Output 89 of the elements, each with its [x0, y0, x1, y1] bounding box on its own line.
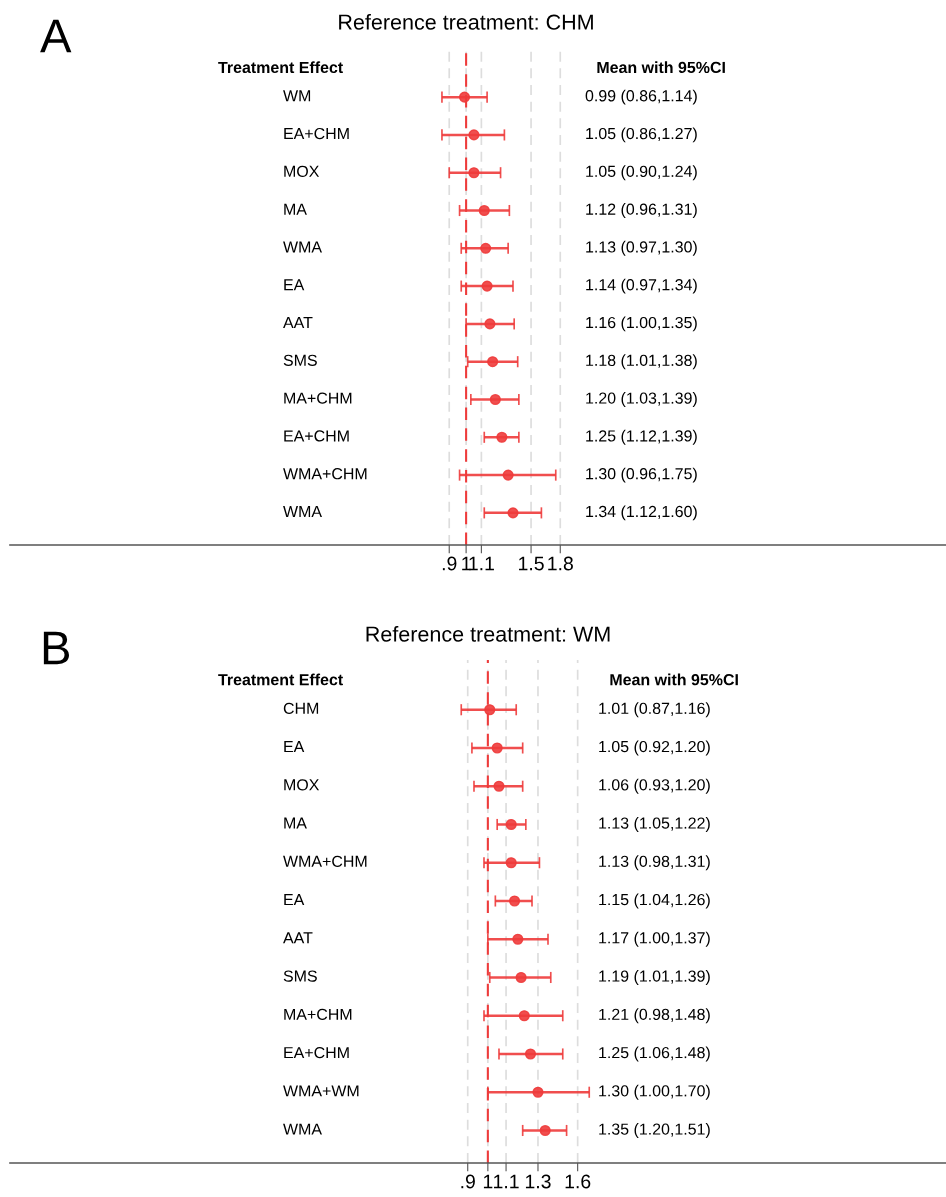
annotation: 1.35 (1.20,1.51) [599, 1123, 710, 1138]
annotation: 1.15 (1.04,1.26) [599, 893, 710, 909]
y-tick-label: SMS [283, 970, 317, 982]
y-tick-label: EA+CHM [284, 1046, 349, 1059]
y-tick-label: MOX [284, 779, 320, 791]
chart-title: Reference treatment: WM [366, 625, 610, 642]
point [532, 1086, 544, 1098]
annotation: 1.17 (1.00,1.37) [599, 931, 710, 947]
annotation: 1.14 (0.97,1.34) [586, 278, 697, 294]
y-tick-label: SMS [283, 354, 317, 366]
point [524, 1048, 537, 1060]
x-tick-label: .9 [442, 556, 457, 571]
point [484, 318, 496, 330]
y-tick-label: AAT [283, 932, 313, 944]
y-tick-label: WMA+WM [283, 1085, 359, 1097]
point [458, 91, 471, 103]
point [468, 129, 480, 141]
x-tick-label: 1.5 [519, 556, 544, 571]
point [512, 933, 524, 945]
y-tick-label: MOX [284, 165, 320, 178]
chart-title: Reference treatment: CHM [339, 13, 593, 30]
annotation: 1.12 (0.96,1.31) [586, 203, 697, 218]
y-tick-label: WMA [283, 506, 322, 517]
annotation: 1.30 (1.00,1.70) [599, 1084, 710, 1100]
x-tick-label: 1.1 [494, 1174, 519, 1189]
annotation: 1.19 (1.01,1.39) [599, 970, 710, 985]
point [518, 1010, 530, 1022]
y-tick-label: EA [284, 894, 305, 906]
y-tick-label: MA+CHM [284, 1008, 352, 1021]
x-tick-label: 1 [483, 1174, 493, 1189]
annotation: 1.21 (0.98,1.48) [599, 1008, 710, 1024]
annotation: 1.06 (0.93,1.20) [599, 778, 710, 794]
point [491, 742, 503, 754]
y-tick-label: AAT [283, 317, 313, 329]
point [484, 704, 496, 716]
annotation: 1.20 (1.03,1.39) [586, 392, 697, 407]
annotation: Mean with 95%CI [597, 61, 725, 74]
point [496, 431, 508, 443]
annotation: 1.34 (1.12,1.60) [586, 505, 697, 521]
annotation: 1.05 (0.90,1.24) [586, 165, 697, 181]
annotation: Treatment Effect [218, 673, 343, 686]
point [505, 857, 517, 869]
x-tick-label: 1.1 [469, 556, 494, 571]
point [489, 393, 501, 406]
annotation: Mean with 95%CI [610, 673, 738, 686]
annotation: 1.13 (1.05,1.22) [599, 817, 710, 832]
annotation: 1.18 (1.01,1.38) [586, 354, 697, 370]
point [480, 242, 492, 254]
point [478, 204, 490, 217]
annotation: B [43, 631, 69, 665]
y-tick-label: CHM [283, 702, 319, 715]
y-tick-label: MA+CHM [284, 392, 352, 404]
x-tick-label: .9 [461, 1174, 475, 1189]
annotation: 1.30 (0.96,1.75) [586, 467, 697, 483]
annotation: 1.25 (1.06,1.48) [599, 1046, 710, 1062]
x-tick-label: 1.6 [565, 1174, 591, 1189]
y-tick-label: WMA+CHM [283, 855, 367, 868]
point [502, 469, 514, 481]
y-tick-label: WMA+CHM [283, 468, 367, 480]
annotation: 1.05 (0.86,1.27) [586, 127, 697, 143]
y-tick-label: EA+CHM [284, 430, 349, 442]
annotation: 1.01 (0.87,1.16) [599, 702, 710, 718]
y-tick-label: EA [284, 279, 305, 291]
x-tick-label: 1.3 [525, 1174, 551, 1189]
x-tick-label: 1.8 [548, 556, 573, 571]
annotation: 1.16 (1.00,1.35) [586, 316, 697, 332]
y-tick-label: EA [284, 741, 305, 753]
point [507, 507, 519, 519]
y-tick-label: WMA [283, 1123, 322, 1135]
point [515, 971, 527, 984]
y-tick-label: EA+CHM [284, 127, 349, 140]
point [487, 356, 499, 368]
annotation: A [40, 19, 72, 53]
y-tick-label: WM [283, 90, 311, 102]
point [468, 167, 480, 179]
x-tick-label: 1 [462, 556, 471, 571]
annotation: 1.05 (0.92,1.20) [599, 740, 710, 756]
point [493, 780, 505, 792]
annotation: 0.99 (0.86,1.14) [585, 89, 697, 105]
y-tick-label: MA [284, 203, 307, 215]
y-tick-label: MA [284, 817, 307, 829]
annotation: 1.13 (0.97,1.30) [586, 240, 697, 256]
annotation: 1.13 (0.98,1.31) [599, 855, 710, 871]
point [505, 818, 517, 831]
point [509, 895, 521, 907]
annotation: Treatment Effect [218, 61, 343, 74]
point [481, 280, 493, 292]
y-tick-label: WMA [283, 241, 322, 253]
annotation: 1.25 (1.12,1.39) [586, 429, 697, 445]
